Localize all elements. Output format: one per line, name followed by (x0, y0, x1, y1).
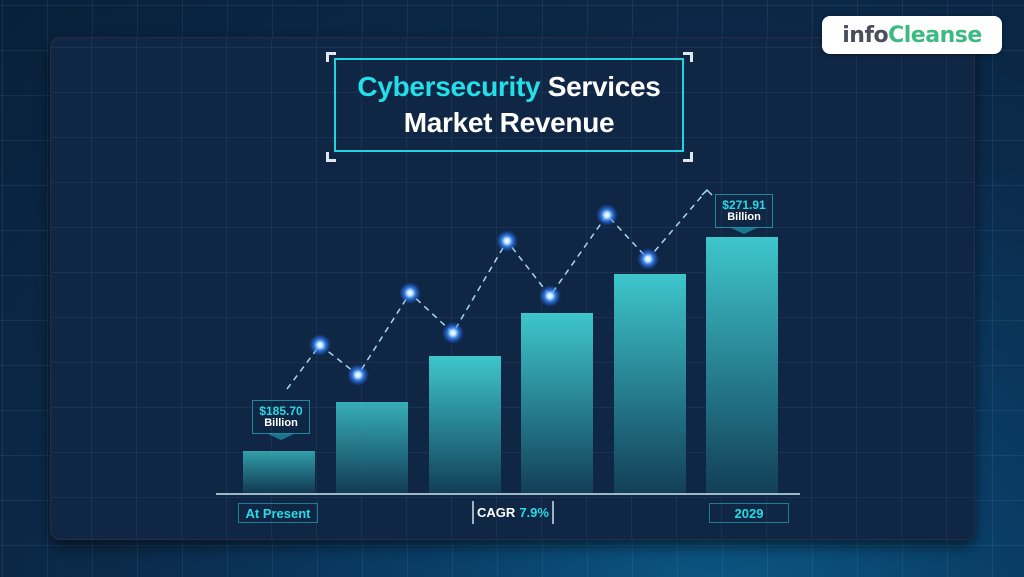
title-line-2: Market Revenue (403, 107, 615, 138)
end-value: $271.91 (722, 198, 766, 212)
bar-5 (614, 274, 686, 493)
cagr-label: CAGR 7.9% (472, 501, 554, 524)
chart-panel (50, 37, 975, 540)
bar-6 (706, 237, 778, 493)
x-label-2029: 2029 (709, 503, 789, 523)
title-line-1: Cybersecurity Services (357, 69, 660, 105)
bar-3 (429, 356, 501, 493)
trend-arrow-icon (701, 188, 713, 196)
infocleanse-logo: info Cleanse (822, 16, 1002, 54)
end-value-callout: $271.91 Billion (715, 194, 773, 228)
title-corner-bracket (326, 152, 336, 162)
title-corner-bracket (326, 52, 336, 62)
title-corner-bracket (683, 52, 693, 62)
trend-line (286, 189, 708, 390)
title-corner-bracket (683, 152, 693, 162)
start-value-callout: $185.70 Billion (252, 400, 310, 434)
trend-points (309, 204, 659, 386)
title-line1-rest: Services (547, 71, 661, 102)
start-unit: Billion (264, 417, 298, 429)
logo-text-cleanse: Cleanse (888, 22, 982, 48)
cagr-value: 7.9% (519, 505, 549, 520)
bar-4 (521, 313, 593, 493)
bar-2 (336, 402, 408, 493)
bars (243, 237, 778, 493)
chart-title: Cybersecurity Services Market Revenue (334, 58, 684, 152)
cagr-text: CAGR (477, 505, 516, 520)
end-unit: Billion (727, 211, 761, 223)
title-highlight: Cybersecurity (357, 71, 541, 102)
logo-text-info: info (842, 22, 889, 48)
panel-grid (51, 38, 974, 539)
bar-1 (243, 451, 315, 493)
x-label-at-present: At Present (238, 503, 318, 523)
start-value: $185.70 (259, 404, 303, 418)
